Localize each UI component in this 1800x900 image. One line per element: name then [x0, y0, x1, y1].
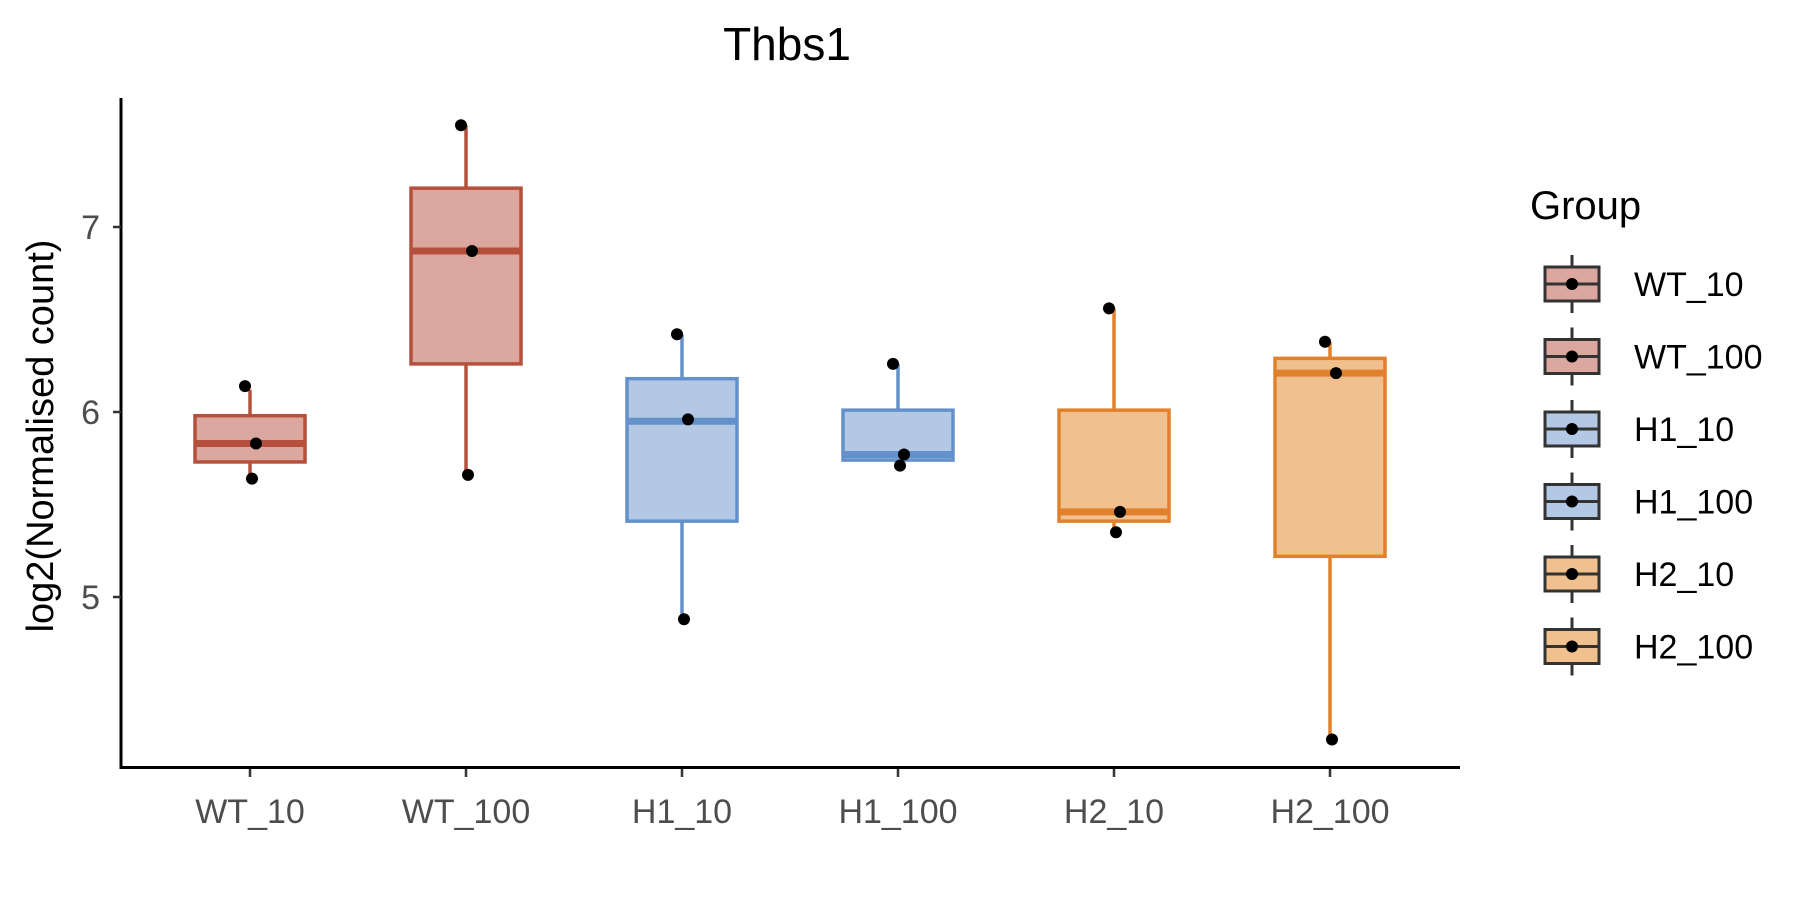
box	[1057, 408, 1171, 523]
boxplot-WT_10	[193, 380, 307, 485]
data-point	[250, 437, 262, 450]
data-point	[894, 459, 906, 472]
box	[625, 376, 739, 523]
data-point	[455, 119, 467, 132]
legend-point	[1566, 278, 1578, 290]
y-axis-title: log2(Normalised count)	[20, 240, 62, 633]
x-ticks: WT_10 WT_100 H1_10 H1_100 H2_10 H2_100	[195, 769, 1390, 831]
x-tick-label: H1_10	[632, 793, 732, 831]
x-tick-label: WT_10	[195, 793, 305, 831]
legend-point	[1566, 640, 1578, 653]
legend-label: WT_100	[1634, 339, 1763, 377]
legend-label: H2_10	[1634, 556, 1734, 594]
data-point	[1319, 335, 1331, 348]
legend-item: H1_100	[1543, 472, 1753, 531]
legend-label: WT_10	[1634, 266, 1744, 304]
boxplot-H1_100	[841, 357, 955, 472]
data-point	[1114, 505, 1126, 518]
boxplot-H2_100	[1273, 335, 1387, 746]
box	[193, 413, 307, 464]
x-tick-label: H1_100	[838, 793, 957, 831]
data-point	[678, 613, 690, 626]
data-point	[1110, 526, 1122, 539]
legend-point	[1566, 350, 1578, 363]
data-point	[239, 380, 251, 393]
legend: Group WT_10 WT_100 H1_10 H1_100 H2_10 H2_100	[1530, 184, 1763, 676]
data-point	[462, 468, 474, 481]
legend-item: WT_10	[1543, 255, 1744, 313]
y-tick-label: 7	[81, 209, 100, 247]
chart-title: Thbs1	[723, 18, 851, 70]
legend-point	[1566, 423, 1578, 435]
boxplot-H1_10	[625, 328, 739, 626]
boxplots	[193, 119, 1387, 746]
legend-item: H2_100	[1543, 617, 1753, 676]
data-point	[887, 357, 899, 370]
legend-item: H1_10	[1543, 400, 1734, 458]
data-point	[1326, 733, 1338, 746]
y-tick-label: 5	[81, 579, 100, 617]
x-tick-label: H2_10	[1064, 793, 1164, 831]
y-ticks: 5 6 7	[81, 209, 121, 617]
box	[409, 186, 523, 366]
data-point	[682, 413, 694, 426]
data-point	[466, 245, 478, 258]
legend-point	[1566, 568, 1578, 580]
legend-point	[1566, 495, 1578, 508]
data-point	[1330, 367, 1342, 380]
legend-item: WT_100	[1543, 327, 1763, 386]
y-tick-label: 6	[81, 394, 100, 432]
legend-item: H2_10	[1543, 545, 1734, 603]
box	[1273, 356, 1387, 559]
data-point	[246, 472, 258, 485]
x-tick-label: WT_100	[402, 793, 531, 831]
data-point	[1103, 302, 1115, 315]
legend-label: H1_10	[1634, 411, 1734, 449]
boxplot-H2_10	[1057, 302, 1171, 539]
data-point	[898, 448, 910, 461]
legend-label: H2_100	[1634, 629, 1753, 667]
legend-title: Group	[1530, 184, 1641, 228]
boxplot-WT_100	[409, 119, 523, 481]
data-point	[671, 328, 683, 341]
x-tick-label: H2_100	[1270, 793, 1389, 831]
legend-label: H1_100	[1634, 484, 1753, 522]
